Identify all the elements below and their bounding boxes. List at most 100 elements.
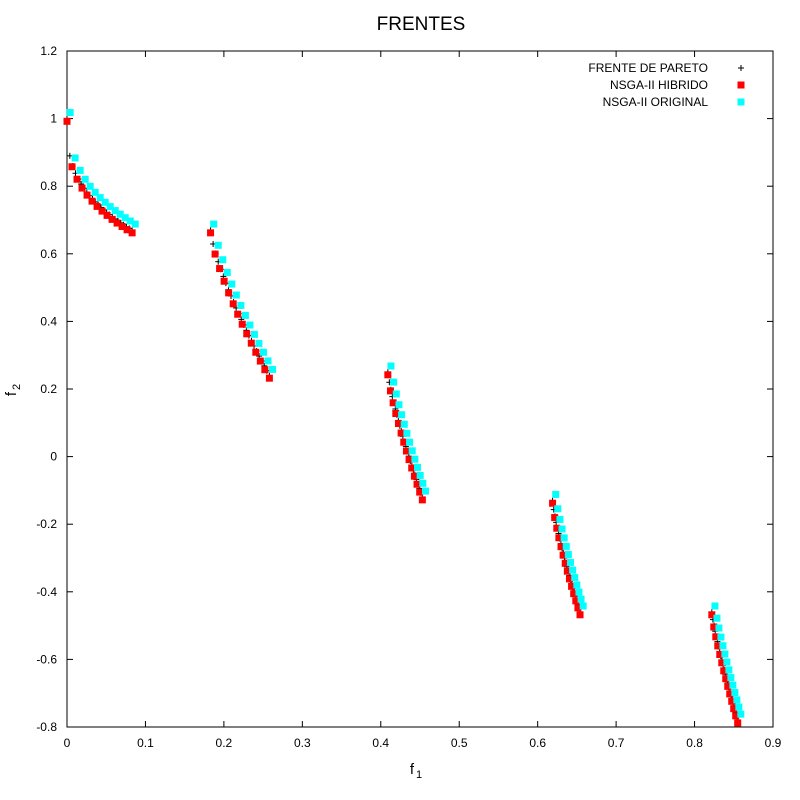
x-tick-label: 0.1	[137, 736, 154, 750]
y-tick-label: 1.2	[40, 44, 57, 58]
hybrid-point	[243, 330, 251, 338]
hybrid-point	[718, 659, 726, 667]
hybrid-point	[68, 163, 76, 171]
series-0	[64, 115, 741, 724]
hybrid-point	[216, 265, 224, 273]
original-point	[416, 471, 424, 479]
hybrid-point	[413, 480, 421, 488]
original-point	[554, 505, 562, 513]
original-point	[223, 268, 231, 276]
original-point	[556, 515, 564, 523]
hybrid-point	[389, 399, 397, 407]
plot-frame	[66, 50, 774, 728]
hybrid-point	[265, 374, 273, 382]
original-point	[408, 447, 416, 455]
hybrid-point	[108, 215, 116, 223]
hybrid-point	[238, 320, 246, 328]
hybrid-point	[410, 472, 418, 480]
original-point	[86, 182, 94, 190]
original-point	[91, 188, 99, 196]
original-point	[232, 291, 240, 299]
x-tick-label: 0.7	[608, 736, 625, 750]
x-tick-label: 0.4	[372, 736, 389, 750]
original-point	[101, 198, 109, 206]
original-point	[558, 525, 566, 533]
original-point	[411, 455, 419, 463]
hybrid-point	[565, 575, 573, 583]
axis-ticks	[66, 50, 774, 728]
original-point	[573, 581, 581, 589]
original-point	[562, 542, 570, 550]
original-point	[398, 411, 406, 419]
y-tick-label: -0.2	[36, 517, 57, 531]
original-point	[571, 574, 579, 582]
original-point	[713, 614, 721, 622]
legend-marker-plus	[738, 65, 744, 71]
hybrid-point	[726, 690, 734, 698]
hybrid-point	[551, 514, 559, 522]
legend-label-nsga-ii-original: NSGA-II ORIGINAL	[603, 95, 709, 109]
x-tick-label: 0.6	[529, 736, 546, 750]
original-point	[735, 703, 743, 711]
hybrid-point	[553, 524, 561, 532]
original-point	[575, 588, 583, 596]
original-point	[111, 207, 119, 215]
plot-area-border	[66, 50, 774, 728]
original-point	[421, 487, 429, 495]
original-point	[721, 650, 729, 658]
original-point	[560, 534, 568, 542]
original-point	[414, 463, 422, 471]
hybrid-point	[229, 300, 237, 308]
original-point	[241, 311, 249, 319]
hybrid-point	[234, 310, 242, 318]
original-point	[116, 210, 124, 218]
hybrid-point	[392, 409, 400, 417]
legend-entry-frente-de-pareto: FRENTE DE PARETO	[588, 61, 744, 75]
original-point	[214, 241, 222, 249]
axis-tick-labels: 0 0.1 0.2 0.3 0.4 0.5 0.6 0.7 0.8 0.9 -0.8 -0.6 -0.4…	[36, 44, 781, 750]
hybrid-point	[225, 289, 233, 297]
y-tick-label: 0.6	[40, 247, 57, 261]
hybrid-point	[394, 420, 402, 428]
original-point	[719, 642, 727, 650]
hybrid-point	[714, 642, 722, 650]
original-point	[727, 674, 735, 682]
x-tick-label: 0.8	[686, 736, 703, 750]
original-point	[106, 203, 114, 211]
hybrid-point	[408, 464, 416, 472]
original-point	[259, 348, 267, 356]
original-point	[711, 602, 719, 610]
hybrid-point	[418, 496, 426, 504]
y-tick-label: 0	[50, 450, 57, 464]
original-point	[269, 365, 277, 373]
hybrid-point	[559, 551, 567, 559]
hybrid-point	[416, 488, 424, 496]
hybrid-point	[118, 223, 126, 231]
legend-label-nsga-ii-hibrido: NSGA-II HIBRIDO	[610, 78, 708, 92]
hybrid-point	[720, 667, 728, 675]
original-point	[725, 666, 733, 674]
original-point	[246, 321, 254, 329]
legend-square-marker	[737, 98, 745, 106]
hybrid-point	[724, 682, 732, 690]
y-tick-label: -0.8	[36, 720, 57, 734]
original-point	[579, 602, 587, 610]
legend-marker-red-square	[737, 81, 745, 89]
original-point	[569, 566, 577, 574]
hybrid-point	[397, 429, 405, 437]
hybrid-point	[576, 611, 584, 619]
original-point	[737, 710, 745, 718]
hybrid-point	[247, 339, 255, 347]
original-point	[566, 558, 574, 566]
original-point	[228, 280, 236, 288]
hybrid-point	[734, 719, 742, 727]
hybrid-point	[722, 675, 730, 683]
original-point	[387, 362, 395, 370]
legend-square-marker	[737, 81, 745, 89]
original-point	[733, 696, 741, 704]
original-point	[210, 220, 218, 228]
x-tick-label: 0.3	[294, 736, 311, 750]
hybrid-point	[730, 705, 738, 713]
y-tick-label: 1	[50, 112, 57, 126]
